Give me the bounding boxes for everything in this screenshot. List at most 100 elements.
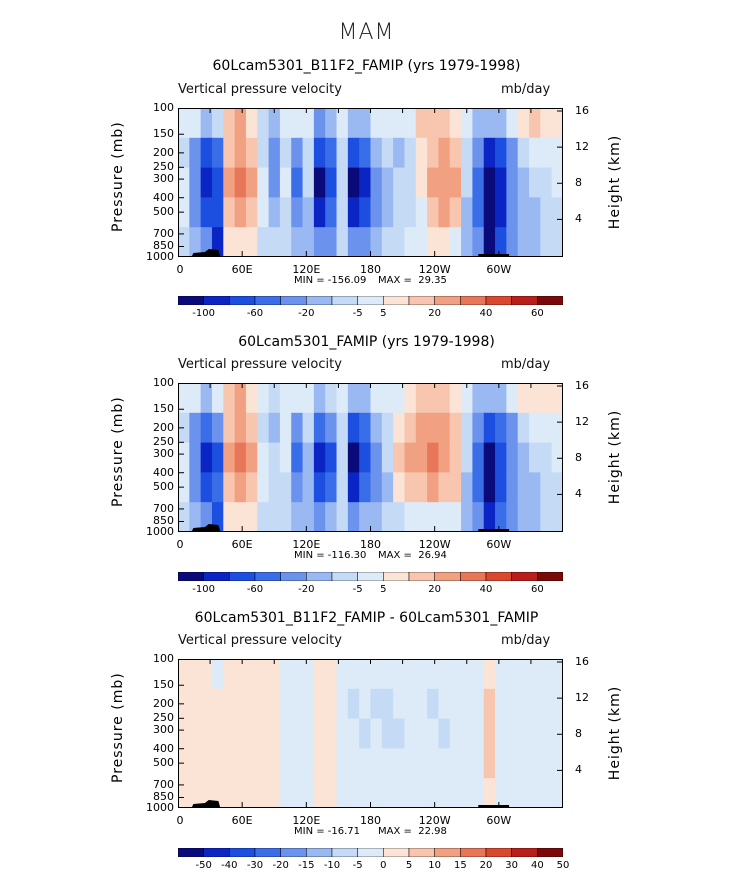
- y-tick-label: 500: [153, 756, 174, 770]
- heatmap-cell: [461, 137, 474, 169]
- heatmap-cell: [211, 778, 224, 808]
- heatmap-cell: [200, 778, 213, 808]
- y-tick-label: 300: [153, 723, 174, 737]
- heatmap-cell: [268, 472, 281, 503]
- colorbar-swatch: [485, 572, 512, 581]
- y-tick-label: 850: [153, 514, 174, 528]
- heatmap-cell: [393, 718, 406, 749]
- colorbar-swatch: [408, 572, 435, 581]
- heatmap-cell: [223, 227, 236, 257]
- colorbar-1: [178, 296, 563, 305]
- x-tick-label: 0: [176, 263, 184, 276]
- colorbar-swatch: [357, 572, 384, 581]
- heatmap-cell: [370, 383, 383, 414]
- heatmap-cell: [223, 688, 236, 720]
- heatmap-cell: [211, 197, 224, 228]
- heatmap-cell: [449, 778, 462, 808]
- heatmap-cell: [189, 383, 202, 414]
- x-tick-label: 120E: [292, 814, 321, 827]
- heatmap-cell: [449, 108, 462, 139]
- y-tick-label: 700: [153, 501, 174, 515]
- colorbar-swatch: [383, 572, 410, 581]
- x-tick-label: 180: [360, 538, 381, 551]
- heatmap-cell: [245, 167, 258, 198]
- heatmap-cell: [529, 659, 541, 690]
- heatmap-cell: [449, 383, 462, 414]
- colorbar-label: 15: [453, 860, 467, 871]
- height-axis-title-2: Height (km): [607, 409, 623, 504]
- heatmap-cell: [347, 442, 360, 473]
- heatmap-cell: [223, 659, 236, 690]
- heatmap-cell: [506, 383, 519, 414]
- y-tick-label: 1000: [146, 801, 174, 814]
- heatmap-cell: [313, 197, 326, 228]
- heatmap-cell: [279, 778, 292, 808]
- heatmap-cell: [540, 659, 553, 690]
- heatmap-cell: [438, 383, 451, 414]
- heatmap-cell: [483, 688, 496, 720]
- heatmap-cell: [404, 718, 417, 749]
- heatmap-cell: [415, 502, 428, 532]
- height-tick-label: 4: [575, 487, 582, 501]
- heatmap-cell: [495, 778, 507, 808]
- heatmap-cell: [200, 748, 213, 779]
- heatmap-cell: [472, 748, 485, 779]
- heatmap-cell: [302, 748, 315, 779]
- colorbar-label: -30: [246, 860, 264, 871]
- heatmap-cell: [279, 197, 292, 228]
- y-tick-label: 400: [153, 465, 174, 479]
- heatmap-cell: [404, 108, 417, 139]
- heatmap-cell: [234, 659, 247, 690]
- heatmap-cell: [257, 108, 270, 139]
- units-label-2: mb/day: [501, 357, 551, 372]
- heatmap-cell: [381, 137, 394, 169]
- heatmap-cell: [506, 137, 519, 169]
- heatmap-cell: [506, 412, 519, 444]
- heatmap-cell: [291, 748, 304, 779]
- heatmap-cell: [268, 502, 281, 532]
- heatmap-cell: [189, 472, 202, 503]
- heatmap-cell: [438, 442, 451, 473]
- heatmap-cell: [268, 442, 281, 473]
- heatmap-cell: [336, 718, 349, 749]
- heatmap-cell: [381, 412, 394, 444]
- heatmap-cell: [551, 383, 563, 414]
- x-tick-label: 120W: [418, 263, 451, 276]
- heatmap-cell: [483, 778, 496, 808]
- heatmap-cell: [540, 748, 553, 779]
- x-tick-label: 60W: [486, 814, 512, 827]
- heatmap-cell: [381, 442, 394, 473]
- heatmap-cell: [551, 197, 563, 228]
- heatmap-cell: [291, 383, 304, 414]
- heatmap-cell: [291, 137, 304, 169]
- max-label-3: MAX = 22.98: [378, 826, 447, 837]
- heatmap-cell: [189, 227, 202, 257]
- heatmap-cell: [540, 442, 553, 473]
- y-axis-title-1: Pressure (mb): [110, 120, 126, 232]
- colorbar-label: -60: [246, 584, 264, 595]
- heatmap-cell: [438, 167, 451, 198]
- heatmap-cell: [540, 167, 553, 198]
- heatmap-cell: [404, 472, 417, 503]
- heatmap-cell: [189, 137, 202, 169]
- y-tick-label: 1000: [146, 250, 174, 263]
- heatmap-cell: [472, 472, 485, 503]
- heatmap-cell: [268, 167, 281, 198]
- heatmap-cell: [234, 108, 247, 139]
- heatmap-cell: [393, 502, 406, 532]
- heatmap-cell: [404, 412, 417, 444]
- heatmap-cell: [438, 748, 451, 779]
- heatmap-cell: [347, 137, 360, 169]
- heatmap-cell: [461, 442, 474, 473]
- heatmap-cell: [449, 137, 462, 169]
- heatmap-cell: [359, 748, 372, 779]
- heatmap-cell: [472, 778, 485, 808]
- heatmap-cell: [495, 227, 507, 257]
- heatmap-cell: [427, 659, 440, 690]
- heatmap-cell: [268, 718, 281, 749]
- max-label-1: MAX = 29.35: [378, 275, 447, 286]
- heatmap-cell: [359, 688, 372, 720]
- figure-title: MAM: [338, 20, 395, 45]
- heatmap-cell: [415, 718, 428, 749]
- heatmap-cell: [438, 778, 451, 808]
